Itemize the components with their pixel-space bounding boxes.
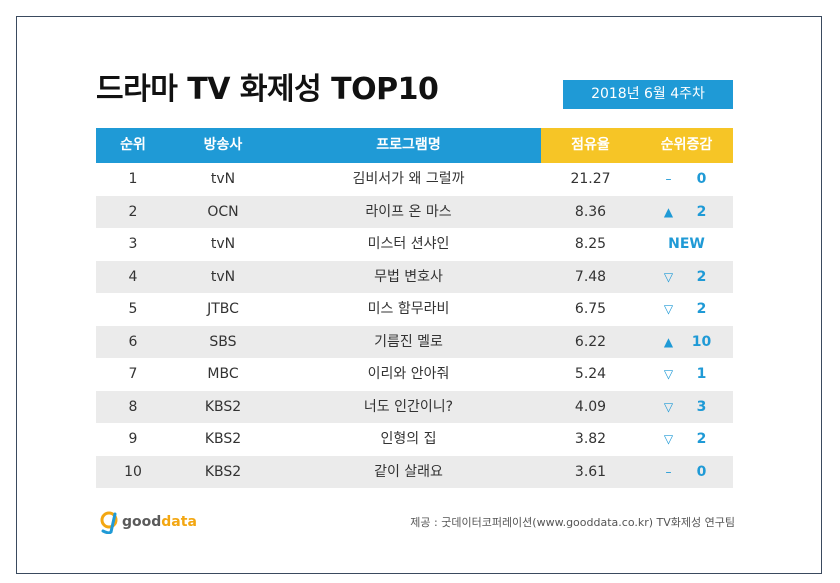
table-row: 10 KBS2 같이 살래요 3.61–0 xyxy=(96,455,733,489)
rank-change-value: 1 xyxy=(696,366,707,382)
network-cell: tvN xyxy=(210,236,236,252)
table-row: 2 OCN 라이프 온 마스 8.36 ▲ 2 xyxy=(96,195,733,229)
program-cell: 김비서가 왜 그럴까 xyxy=(352,171,465,187)
network-cell: JTBC xyxy=(207,301,239,317)
table-row: 9 KBS2 인형의 집 3.82 ▽ 2 xyxy=(96,423,733,456)
change-cell: ▲ 10 xyxy=(640,326,733,359)
change-cell: ▽ 3 xyxy=(640,391,733,424)
gooddata-logo: gooddata xyxy=(98,510,197,534)
program-cell: 너도 인간이니? xyxy=(363,398,454,415)
logo-text-good: good xyxy=(122,514,162,530)
rank-cell: 5 xyxy=(128,301,138,317)
share-cell: 21.27 xyxy=(570,171,611,187)
program-cell: 라이프 온 마스 xyxy=(365,203,452,220)
dash-icon: – xyxy=(665,172,672,186)
ranking-table: 순위 방송사 프로그램명 점유율 순위증감 1 tvN 김비서가 왜 그럴까 21.2… xyxy=(96,128,733,488)
change-cell: –0 xyxy=(640,163,733,196)
triangle-down-outline-icon: ▽ xyxy=(663,399,674,414)
triangle-up-icon: ▲ xyxy=(663,334,674,349)
rank-cell: 4 xyxy=(128,268,138,285)
rank-cell: 9 xyxy=(128,431,138,447)
network-cell: KBS2 xyxy=(204,431,242,447)
triangle-down-outline-icon: ▽ xyxy=(663,367,674,381)
network-cell: SBS xyxy=(209,333,237,350)
new-badge: NEW xyxy=(668,236,705,252)
change-cell: ▲ 2 xyxy=(640,196,733,229)
program-cell: 기름진 멜로 xyxy=(374,333,443,350)
rank-change-value: 2 xyxy=(696,203,707,220)
program-cell: 미스터 션샤인 xyxy=(367,236,450,252)
dash-icon: – xyxy=(665,464,672,479)
triangle-up-icon: ▲ xyxy=(663,204,674,219)
share-cell: 5.24 xyxy=(574,366,607,382)
rank-cell: 10 xyxy=(124,463,142,480)
share-cell: 8.25 xyxy=(574,236,607,252)
rank-cell: 7 xyxy=(128,366,138,382)
header-program: 프로그램명 xyxy=(276,128,541,163)
table-row: 1 tvN 김비서가 왜 그럴까 21.27–0 xyxy=(96,163,733,196)
rank-change-value: 0 xyxy=(696,171,707,187)
program-cell: 미스 함무라비 xyxy=(367,301,450,317)
share-cell: 3.61 xyxy=(574,463,607,480)
network-cell: tvN xyxy=(210,268,236,285)
table-row: 3 tvN 미스터 션샤인 8.25 NEW xyxy=(96,228,733,261)
change-cell: –0 xyxy=(640,456,733,489)
rank-change-value: 3 xyxy=(696,398,707,415)
network-cell: OCN xyxy=(207,203,239,220)
logo-text-data: data xyxy=(161,514,197,530)
gooddata-logo-icon xyxy=(100,511,118,534)
change-cell: ▽ 2 xyxy=(640,261,733,294)
share-cell: 3.82 xyxy=(574,431,607,447)
share-cell: 8.36 xyxy=(574,203,607,220)
share-cell: 4.09 xyxy=(574,398,607,415)
header-network: 방송사 xyxy=(170,128,276,163)
rank-cell: 6 xyxy=(128,333,138,350)
change-cell: ▽ 2 xyxy=(640,423,733,456)
rank-cell: 3 xyxy=(128,236,138,252)
header-share: 점유율 xyxy=(541,128,640,163)
rank-cell: 8 xyxy=(128,398,138,415)
share-cell: 7.48 xyxy=(574,268,607,285)
change-cell: ▽ 1 xyxy=(640,358,733,391)
share-cell: 6.75 xyxy=(574,301,607,317)
rank-change-value: 2 xyxy=(696,301,707,317)
rank-change-value: 2 xyxy=(696,431,707,447)
change-cell: ▽ 2 xyxy=(640,293,733,326)
rank-cell: 2 xyxy=(128,203,138,220)
program-cell: 무법 변호사 xyxy=(374,268,443,285)
triangle-down-outline-icon: ▽ xyxy=(663,269,674,284)
rank-cell: 1 xyxy=(128,171,138,187)
share-cell: 6.22 xyxy=(574,333,607,350)
header-change: 순위증감 xyxy=(640,128,733,163)
table-row: 5 JTBC 미스 함무라비 6.75 ▽ 2 xyxy=(96,293,733,326)
program-cell: 인형의 집 xyxy=(380,431,437,447)
rank-change-value: 0 xyxy=(696,463,707,480)
program-cell: 같이 살래요 xyxy=(374,463,443,480)
table-row: 4 tvN 무법 변호사 7.48 ▽ 2 xyxy=(96,260,733,294)
network-cell: MBC xyxy=(207,366,239,382)
table-row: 7 MBC 이리와 안아줘 5.24 ▽ 1 xyxy=(96,358,733,391)
change-cell: NEW xyxy=(640,228,733,261)
table-header: 순위 방송사 프로그램명 점유율 순위증감 xyxy=(96,128,733,163)
network-cell: tvN xyxy=(210,171,236,187)
page-title: 드라마 TV 화제성 TOP10 xyxy=(96,72,439,107)
rank-change-value: 2 xyxy=(696,268,707,285)
table-row: 8 KBS2 너도 인간이니? 4.09 ▽ 3 xyxy=(96,390,733,424)
header-rank: 순위 xyxy=(96,128,170,163)
table-body: 1 tvN 김비서가 왜 그럴까 21.27–0 2 OCN 라이프 온 마스 8.36 ▲ 2 3… xyxy=(96,163,733,488)
triangle-down-outline-icon: ▽ xyxy=(663,302,674,316)
logo-text: gooddata xyxy=(122,514,197,530)
table-row: 6 SBS 기름진 멜로 6.22 ▲ 10 xyxy=(96,325,733,359)
network-cell: KBS2 xyxy=(204,463,242,480)
triangle-down-outline-icon: ▽ xyxy=(663,432,674,446)
rank-change-value: 10 xyxy=(691,333,712,350)
program-cell: 이리와 안아줘 xyxy=(367,366,450,382)
source-credit: 제공 : 굿데이터코퍼레이션(www.gooddata.co.kr) TV화제성… xyxy=(410,516,735,529)
network-cell: KBS2 xyxy=(204,398,242,415)
week-badge: 2018년 6월 4주차 xyxy=(563,80,733,109)
